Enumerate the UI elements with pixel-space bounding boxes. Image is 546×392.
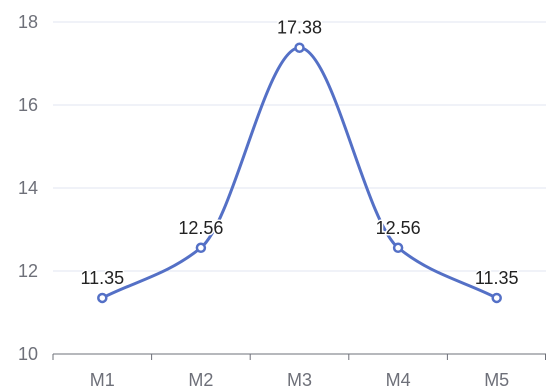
x-tick-label: M2 <box>188 370 213 390</box>
y-tick-label: 12 <box>18 261 38 281</box>
y-tick-label: 14 <box>18 178 38 198</box>
x-axis-labels: M1 M2 M3 M4 M5 <box>90 370 509 390</box>
data-label: 11.35 <box>80 268 124 288</box>
y-tick-label: 16 <box>18 95 38 115</box>
y-axis-labels: 10 12 14 16 18 <box>18 12 38 364</box>
x-axis <box>52 353 546 360</box>
x-tick-label: M3 <box>287 370 312 390</box>
data-label: 11.35 <box>475 268 519 288</box>
data-label: 17.38 <box>277 18 322 38</box>
data-point <box>491 292 502 304</box>
y-tick-label: 18 <box>18 12 38 32</box>
data-points <box>97 42 502 304</box>
y-tick-label: 10 <box>18 344 38 364</box>
data-label: 12.56 <box>178 218 223 238</box>
data-point <box>294 42 305 53</box>
series-line <box>101 46 498 300</box>
x-tick-label: M1 <box>90 370 115 390</box>
x-tick-label: M5 <box>484 370 509 390</box>
data-labels: 11.35 12.56 17.38 12.56 11.35 <box>79 16 520 289</box>
data-label: 12.56 <box>376 218 421 238</box>
grid-lines <box>53 21 546 272</box>
data-point <box>392 242 404 254</box>
x-tick-label: M4 <box>386 370 411 390</box>
data-point <box>195 242 207 254</box>
data-point <box>97 292 108 304</box>
